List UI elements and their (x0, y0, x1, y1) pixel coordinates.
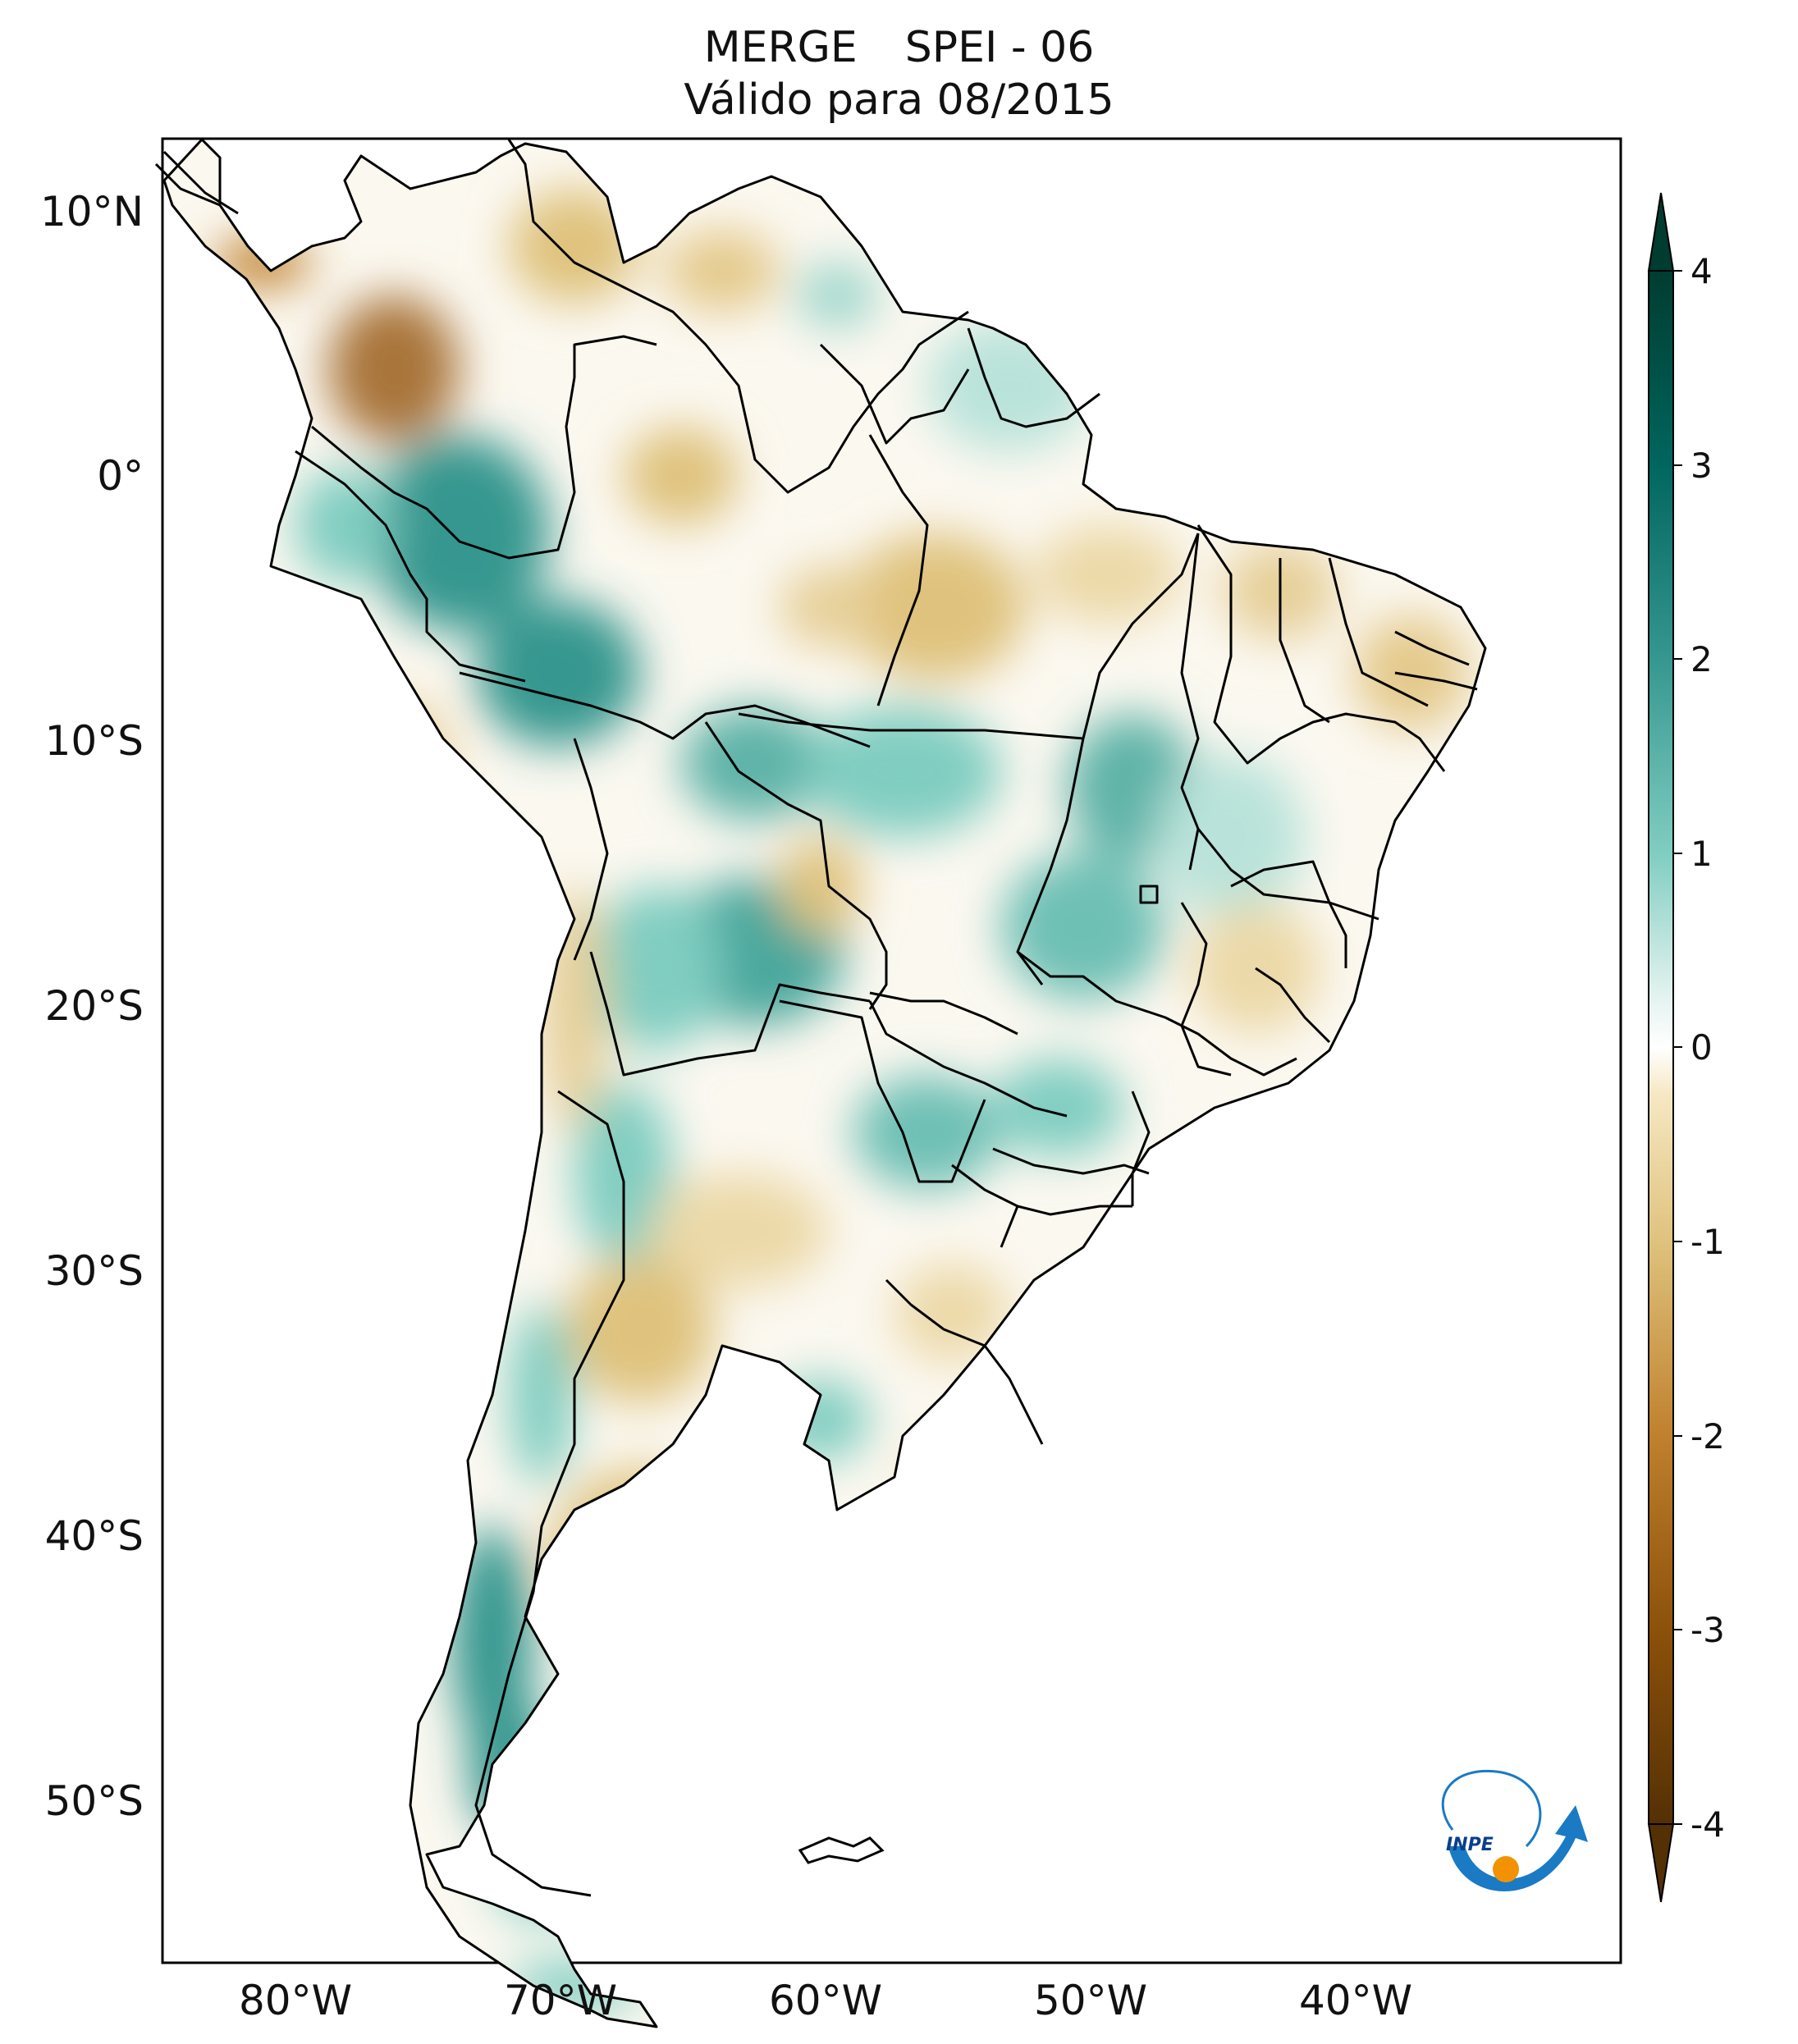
border-suriname (967, 327, 1100, 428)
state-border-pb (1394, 630, 1470, 666)
state-border-amazonas-mato-grosso (738, 712, 1084, 740)
lon-label-70w: 70°W (504, 1977, 617, 2024)
borders (154, 138, 1487, 2028)
map-title: MERGE SPEI - 06 (0, 23, 1798, 72)
lat-label-20s: 20°S (45, 982, 144, 1030)
colorbar-tick-neg4: -4 (1690, 1804, 1725, 1845)
lat-label-10n: 10°N (40, 188, 144, 235)
state-border-minas-bahia (1230, 860, 1347, 968)
state-border-bahia-south (1196, 828, 1379, 921)
lon-axis: 80°W 70°W 60°W 50°W 40°W (239, 1977, 1412, 2024)
border-bolivia-brazil (704, 721, 888, 1010)
logo-arrow-icon (1448, 1805, 1588, 1891)
inpe-logo: INPE (1441, 1770, 1588, 1891)
border-brazil-peru (459, 671, 871, 748)
state-border-piaui-bahia (1196, 524, 1446, 772)
border-ecuador-peru (295, 450, 526, 683)
colorbar-tick-3: 3 (1690, 446, 1713, 486)
coastline (162, 138, 1487, 2028)
border-venezuela (507, 139, 969, 494)
state-border-mato-grosso-goias (1016, 738, 1085, 985)
border-central-america (162, 150, 239, 215)
state-border-ceara-rn (1328, 557, 1429, 707)
border-paraguay (779, 999, 986, 1183)
state-border-piaui-ceara (1279, 558, 1330, 724)
colorbar-tick-4: 4 (1690, 251, 1713, 291)
lon-label-40w: 40°W (1299, 1977, 1412, 2024)
lon-label-50w: 50°W (1034, 1977, 1147, 2024)
lat-axis: 10°N 0° 10°S 20°S 30°S 40°S 50°S (40, 188, 144, 1825)
lat-label-30s: 30°S (45, 1247, 144, 1295)
colorbar-extend-min (1647, 1823, 1675, 1903)
state-border-minas-north (1180, 902, 1232, 1077)
federal-district (1139, 885, 1159, 904)
falkland-islands (798, 1836, 885, 1864)
colorbar-tick-0: 0 (1690, 1027, 1713, 1068)
border-colombia-peru (311, 335, 657, 560)
state-border-mato-grosso-do-sul (869, 991, 1018, 1036)
lat-label-0: 0° (97, 452, 144, 500)
state-border-para-tocantins (1082, 533, 1200, 739)
title-dataset: MERGE (703, 23, 858, 72)
state-border-goias-minas (1017, 950, 1297, 1077)
logo-orbit-icon (1441, 1770, 1542, 1848)
lat-label-40s: 40°S (45, 1512, 144, 1560)
colorbar-tick-1: 1 (1690, 834, 1713, 874)
state-border-sp-rj (1131, 1091, 1151, 1206)
state-border-amazonas-para (868, 434, 929, 706)
border-bolivia-south (589, 951, 871, 1077)
state-border-parana (992, 1147, 1150, 1175)
colorbar-extend-max (1647, 192, 1675, 272)
lon-label-60w: 60°W (769, 1977, 882, 2024)
state-border-espirito-santo (1255, 967, 1331, 1044)
border-peru-bolivia (573, 738, 609, 961)
state-border-msul-sao-paulo (868, 1000, 1068, 1118)
colorbar-bar (1648, 270, 1674, 1825)
title-index: SPEI - 06 (904, 23, 1095, 72)
border-panama (154, 162, 221, 207)
colorbar: 4 3 2 1 0 -1 -2 -3 -4 (1647, 192, 1725, 1903)
colorbar-tick-neg2: -2 (1690, 1416, 1725, 1456)
border-uruguay (885, 1278, 1044, 1445)
lat-label-10s: 10°S (45, 717, 144, 765)
logo-dot-icon (1493, 1856, 1519, 1882)
lat-label-50s: 50°S (45, 1777, 144, 1825)
border-chile-argentina (474, 1090, 625, 1897)
border-argentina-brazil (951, 1164, 1019, 1248)
logo-text: INPE (1446, 1835, 1494, 1855)
state-border-pe (1394, 671, 1478, 691)
map-subtitle: Válido para 08/2015 (684, 75, 1114, 125)
colorbar-tick-neg3: -3 (1690, 1610, 1725, 1650)
colorbar-tick-neg1: -1 (1690, 1222, 1725, 1262)
lon-label-80w: 80°W (239, 1977, 352, 2024)
colorbar-tick-2: 2 (1690, 639, 1713, 679)
border-guyana (819, 343, 970, 445)
state-border-santa-catarina (1017, 1205, 1132, 1216)
